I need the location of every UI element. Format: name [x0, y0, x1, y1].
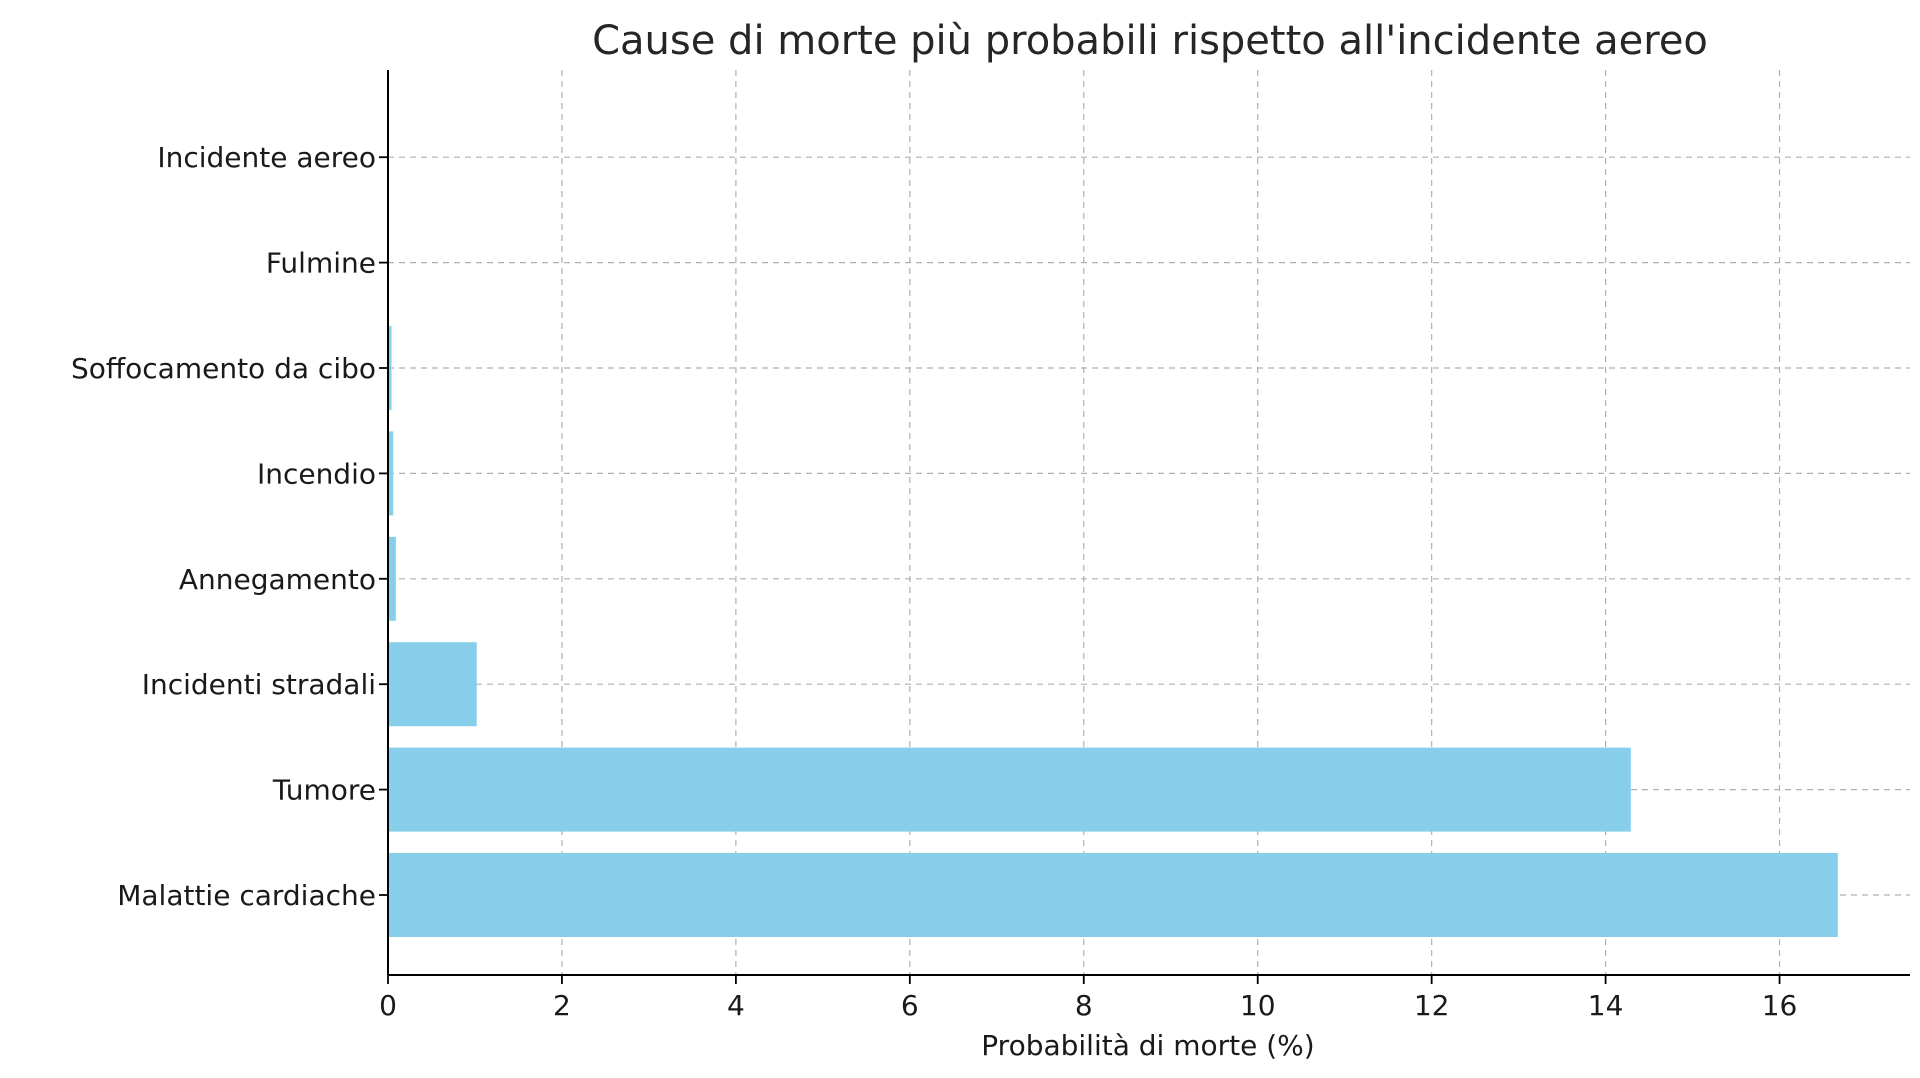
- grid-lines: [387, 70, 1910, 975]
- x-tick-label: 14: [1588, 989, 1624, 1022]
- y-tick-labels: Malattie cardiache Tumore Incidenti strada…: [71, 141, 388, 912]
- x-tick-label: 10: [1240, 989, 1276, 1022]
- chart-title: Cause di morte più probabili rispetto al…: [592, 18, 1708, 64]
- bar: [388, 431, 394, 516]
- x-tick-label: 16: [1762, 989, 1798, 1022]
- bar: [388, 326, 392, 410]
- x-tick-label: 8: [1075, 989, 1093, 1022]
- x-tick-label: 4: [727, 989, 745, 1022]
- x-tick-label: 2: [553, 989, 571, 1022]
- x-axis-label: Probabilità di morte (%): [981, 1029, 1314, 1062]
- y-tick-label: Malattie cardiache: [117, 879, 376, 912]
- y-tick-label: Soffocamento da cibo: [71, 352, 376, 385]
- bars: [388, 115, 1838, 937]
- x-tick-label: 0: [379, 989, 397, 1022]
- x-tick-label: 6: [901, 989, 919, 1022]
- bar: [388, 853, 1838, 937]
- bar: [388, 642, 477, 727]
- bar: [388, 536, 396, 621]
- y-tick-label: Incidenti stradali: [142, 668, 376, 701]
- x-tick-labels: 0 2 4 6 8 10 12 14 16: [379, 975, 1797, 1022]
- y-tick-label: Incendio: [257, 457, 376, 490]
- y-tick-label: Incidente aereo: [157, 141, 376, 174]
- y-tick-label: Tumore: [272, 774, 376, 807]
- y-tick-label: Annegamento: [179, 563, 376, 596]
- bar: [388, 747, 1631, 832]
- x-tick-label: 12: [1414, 989, 1450, 1022]
- y-tick-label: Fulmine: [266, 247, 376, 280]
